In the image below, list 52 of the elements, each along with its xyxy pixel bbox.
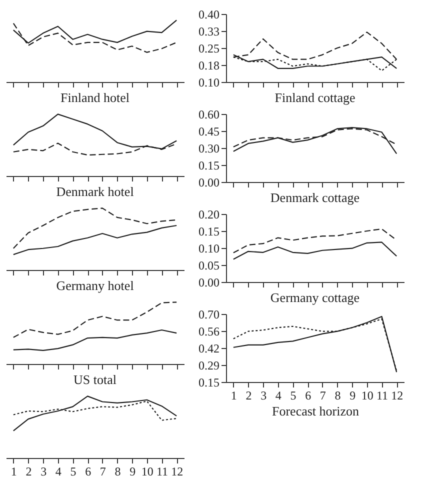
y-tick-label: 0.18 xyxy=(198,58,220,72)
y-tick-label: 0.15 xyxy=(198,376,220,390)
x-tick-label: 2 xyxy=(246,388,252,402)
y-tick-label: 0.40 xyxy=(198,8,220,22)
x-tick-label: 10 xyxy=(141,464,154,478)
y-tick-label: 0.10 xyxy=(198,242,220,256)
y-tick-label: 0.00 xyxy=(198,176,220,190)
y-tick-label: 0.15 xyxy=(198,158,220,172)
y-tick-label: 0.05 xyxy=(198,258,220,272)
y-tick-label: 0.56 xyxy=(198,324,220,338)
x-tick-label: 1 xyxy=(10,464,17,478)
x-tick-label: 7 xyxy=(320,388,326,402)
x-tick-label: 5 xyxy=(70,464,76,478)
x-tick-label: 2 xyxy=(26,464,32,478)
x-tick-label: 4 xyxy=(275,388,282,402)
x-tick-label: 6 xyxy=(85,464,92,478)
chart-title: Germany cottage xyxy=(270,290,360,305)
x-axis-title: Forecast horizon xyxy=(272,404,360,418)
y-tick-label: 0.60 xyxy=(198,108,220,122)
chart-title: Germany hotel xyxy=(56,278,134,293)
x-tick-label: 9 xyxy=(130,464,136,478)
chart-title: Finland cottage xyxy=(274,90,356,105)
x-tick-label: 3 xyxy=(260,388,267,402)
x-tick-label: 8 xyxy=(334,388,341,402)
x-tick-label: 1 xyxy=(230,388,237,402)
y-tick-label: 0.25 xyxy=(198,42,220,56)
chart-title: Finland hotel xyxy=(60,90,130,105)
x-tick-label: 10 xyxy=(361,388,374,402)
x-tick-label: 12 xyxy=(171,464,184,478)
x-tick-label: 7 xyxy=(100,464,106,478)
y-tick-label: 0.30 xyxy=(198,142,220,156)
x-tick-label: 3 xyxy=(40,464,47,478)
y-tick-label: 0.45 xyxy=(198,124,220,138)
y-tick-label: 0.29 xyxy=(198,358,220,372)
y-tick-label: 0.42 xyxy=(198,342,220,356)
x-tick-label: 8 xyxy=(114,464,121,478)
y-tick-label: 0.20 xyxy=(198,208,220,222)
chart-title: Denmark hotel xyxy=(56,184,134,199)
x-tick-label: 6 xyxy=(305,388,312,402)
x-tick-label: 4 xyxy=(55,464,62,478)
y-tick-label: 0.00 xyxy=(198,276,220,290)
y-tick-label: 0.33 xyxy=(198,24,220,38)
chart-title: Denmark cottage xyxy=(270,190,360,205)
x-tick-label: 11 xyxy=(156,464,168,478)
y-tick-label: 0.10 xyxy=(198,76,220,90)
y-tick-label: 0.70 xyxy=(198,308,220,322)
x-tick-label: 11 xyxy=(376,388,388,402)
x-tick-label: 9 xyxy=(350,388,356,402)
y-tick-label: 0.15 xyxy=(198,224,220,238)
x-tick-label: 12 xyxy=(391,388,404,402)
x-tick-label: 5 xyxy=(290,388,296,402)
chart-title: US total xyxy=(74,372,117,387)
